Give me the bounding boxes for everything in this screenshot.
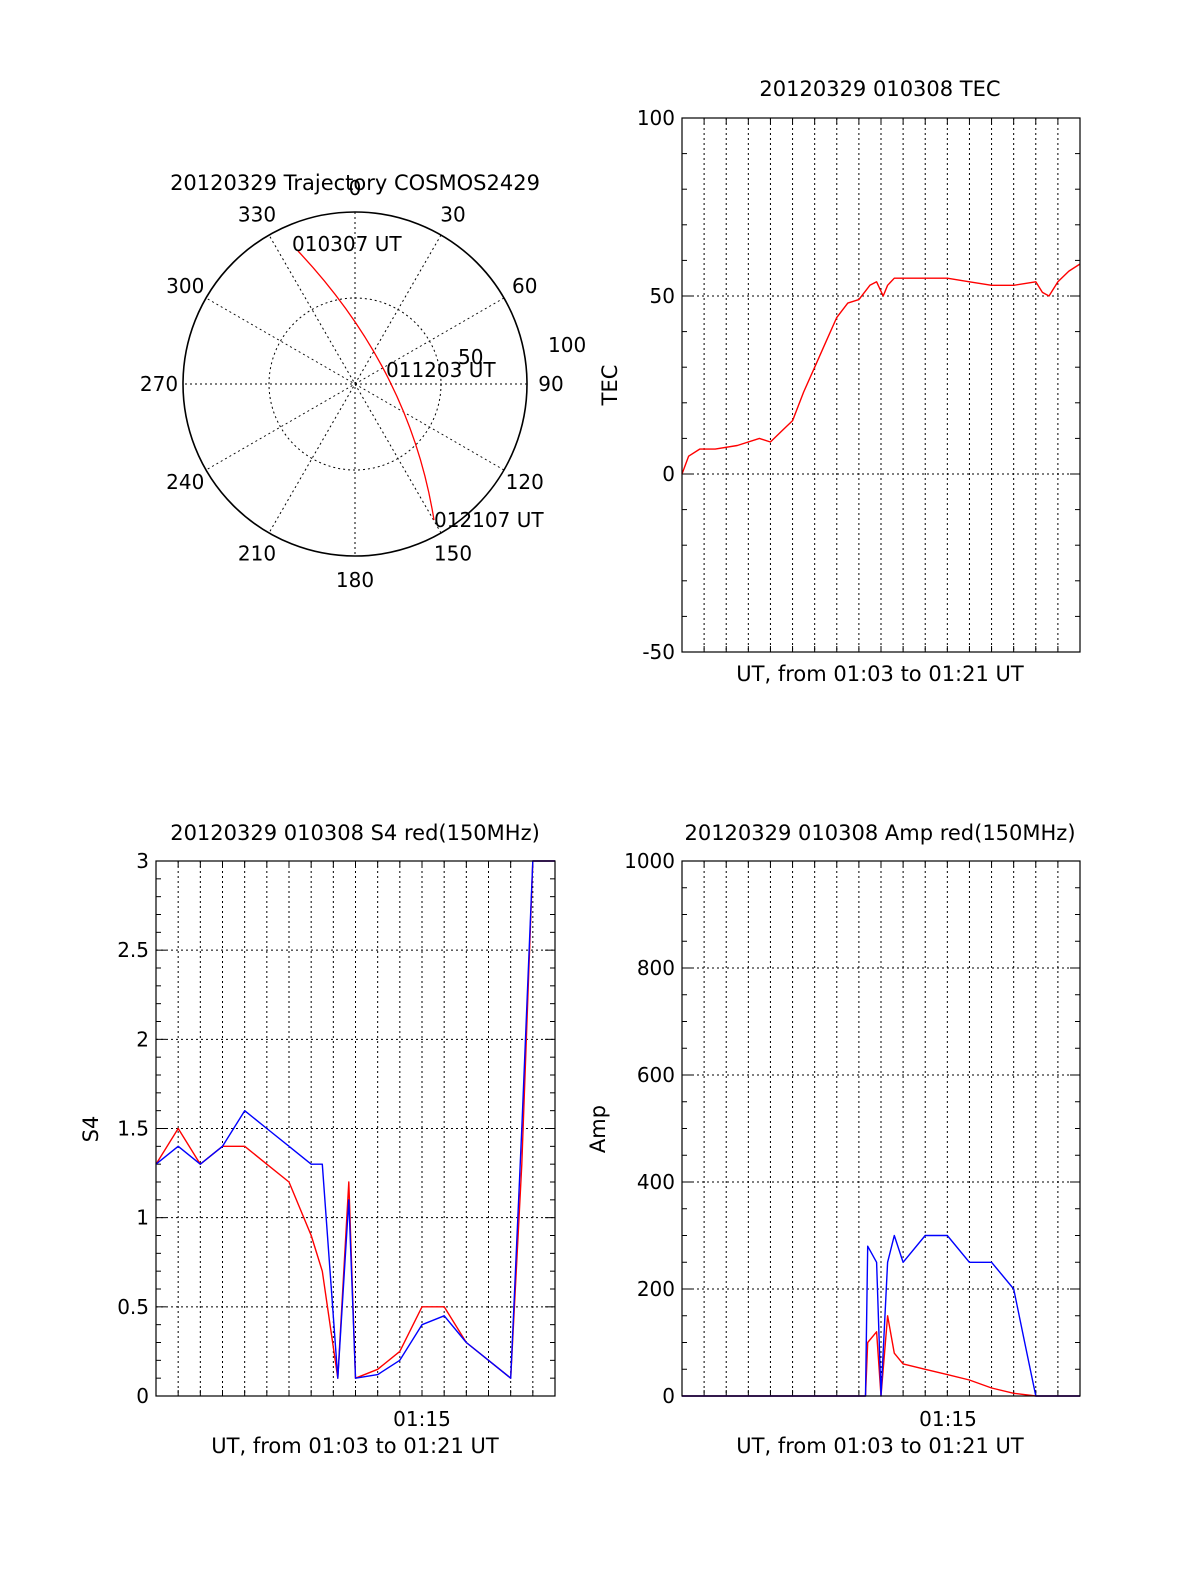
polar-azimuth-label: 120 [506,470,544,494]
y-tick-label: -50 [642,640,675,664]
y-tick-label: 600 [637,1063,675,1087]
y-tick-label: 0.5 [117,1295,149,1319]
series-line-0 [155,860,555,1379]
s4-x-tick-label: 01:15 [393,1407,451,1431]
series-line-0 [681,263,1081,475]
polar-azimuth-label: 60 [512,274,537,298]
y-tick-label: 2 [136,1027,149,1051]
y-tick-label: 2.5 [117,938,149,962]
y-tick-label: 0 [662,462,675,486]
polar-azimuth-label: 180 [336,568,374,592]
polar-radius-label-100: 100 [548,333,586,357]
tec-chart-title: 20120329 010308 TEC [759,77,1000,101]
y-tick-label: 0 [136,1384,149,1408]
series-line-1 [155,860,555,1379]
polar-azimuth-label: 270 [140,372,178,396]
polar-azimuth-label: 240 [166,470,204,494]
y-tick-label: 1000 [624,849,675,873]
polar-azimuth-labels: 0 30 60 90 120 150 180 210 240 270 300 330 [140,176,564,592]
amp-y-axis-label: Amp [586,1105,610,1153]
y-tick-label: 0 [662,1384,675,1408]
trajectory-mid-label: 011203 UT [386,358,496,382]
s4-chart: 20120329 010308 S4 red(150MHz) S4 UT, fr… [79,821,556,1458]
polar-radius-label-50: 50 [458,345,483,369]
s4-chart-title: 20120329 010308 S4 red(150MHz) [170,821,540,845]
plot-frame [681,860,1081,1397]
tec-chart: 20120329 010308 TEC TEC UT, from 01:03 t… [598,77,1081,686]
series-line-1 [682,1234,1080,1397]
s4-x-axis-label: UT, from 01:03 to 01:21 UT [211,1434,499,1458]
amp-chart-title: 20120329 010308 Amp red(150MHz) [684,821,1075,845]
polar-azimuth-label: 300 [166,274,204,298]
polar-azimuth-label: 90 [538,372,563,396]
y-tick-label: 400 [637,1170,675,1194]
y-tick-label: 3 [136,849,149,873]
s4-y-axis-label: S4 [79,1116,103,1143]
tec-y-axis-label: TEC [598,365,622,407]
satellite-trajectory-line [297,250,435,521]
polar-title: 20120329 Trajectory COSMOS2429 [170,171,540,195]
polar-azimuth-label: 30 [440,202,465,226]
polar-azimuth-label: 0 [349,176,362,200]
amp-chart: 20120329 010308 Amp red(150MHz) Amp UT, … [586,821,1081,1458]
amp-x-axis-label: UT, from 01:03 to 01:21 UT [736,1434,1024,1458]
polar-azimuth-label: 150 [434,542,472,566]
y-tick-label: 200 [637,1277,675,1301]
plot-frame [155,860,556,1397]
polar-spoke-150 [268,234,442,534]
trajectory-end-label: 012107 UT [434,508,544,532]
polar-spokes [183,212,527,556]
polar-azimuth-label: 210 [238,542,276,566]
y-tick-label: 100 [637,106,675,130]
series-line-0 [682,1315,1080,1397]
polar-trajectory-plot: 20120329 Trajectory COSMOS2429 0 30 60 90 12… [140,171,586,592]
plot-frame [681,117,1081,653]
polar-azimuth-label: 330 [238,202,276,226]
amp-x-tick-label: 01:15 [919,1407,977,1431]
y-tick-label: 1.5 [117,1117,149,1141]
trajectory-start-label: 010307 UT [292,232,402,256]
y-tick-label: 1 [136,1206,149,1230]
y-tick-label: 800 [637,956,675,980]
y-tick-label: 50 [650,284,675,308]
tec-x-axis-label: UT, from 01:03 to 01:21 UT [736,662,1024,686]
